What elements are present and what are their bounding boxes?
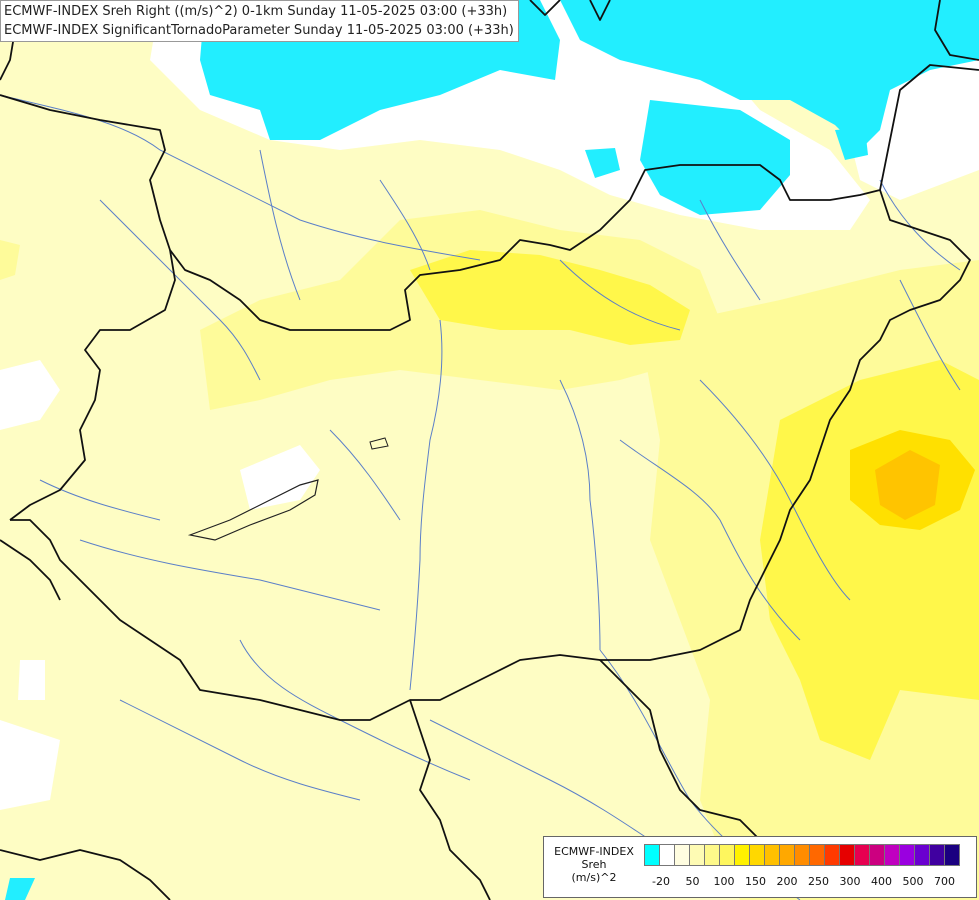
legend-swatch — [854, 844, 870, 866]
legend-swatch — [779, 844, 795, 866]
legend-tick-label: 250 — [808, 875, 829, 888]
legend-swatch — [644, 844, 660, 866]
legend-swatch — [944, 844, 960, 866]
legend-swatch — [839, 844, 855, 866]
legend-swatch — [929, 844, 945, 866]
legend-source: ECMWF-INDEX — [554, 845, 634, 858]
legend-tick-label: 500 — [902, 875, 924, 888]
legend-swatches — [644, 844, 960, 866]
legend-swatch — [914, 844, 930, 866]
legend-tick-label: 700 — [934, 875, 955, 888]
map-title-line1: ECMWF-INDEX Sreh Right ((m/s)^2) 0-1km S… — [4, 4, 508, 19]
legend-swatch — [704, 844, 720, 866]
legend-swatch — [659, 844, 675, 866]
legend-tick-label: 200 — [776, 875, 798, 888]
sreh-peak-area — [850, 430, 975, 530]
legend-swatch — [884, 844, 900, 866]
map-title-line2: ECMWF-INDEX SignificantTornadoParameter … — [4, 23, 514, 38]
legend-variable: Sreh — [581, 858, 607, 871]
legend-swatch — [749, 844, 765, 866]
legend-tick-labels: -20 50 100 150 200 250 300 400 500 700 — [644, 875, 974, 889]
small-lake — [369, 437, 389, 450]
legend-swatch — [869, 844, 885, 866]
legend-swatch — [734, 844, 750, 866]
color-legend: ECMWF-INDEX Sreh (m/s)^2 -20 50 100 150 200 2… — [543, 836, 977, 898]
legend-tick-label: 150 — [745, 875, 766, 888]
legend-swatch — [689, 844, 705, 866]
legend-swatch — [809, 844, 825, 866]
legend-swatch — [719, 844, 735, 866]
lake-balaton — [187, 479, 319, 541]
legend-swatch — [764, 844, 780, 866]
legend-tick-label: 100 — [713, 875, 735, 888]
legend-swatch — [824, 844, 840, 866]
legend-swatch — [674, 844, 690, 866]
legend-tick-label: 50 — [685, 875, 700, 888]
legend-tick-label: -20 — [652, 875, 670, 888]
legend-swatch — [794, 844, 810, 866]
legend-swatch — [899, 844, 915, 866]
legend-unit: (m/s)^2 — [571, 871, 617, 884]
map-title-box: ECMWF-INDEX Sreh Right ((m/s)^2) 0-1km S… — [0, 0, 519, 42]
legend-tick-label: 300 — [839, 875, 861, 888]
legend-text: ECMWF-INDEX Sreh (m/s)^2 — [546, 845, 642, 884]
legend-tick-label: 400 — [871, 875, 892, 888]
